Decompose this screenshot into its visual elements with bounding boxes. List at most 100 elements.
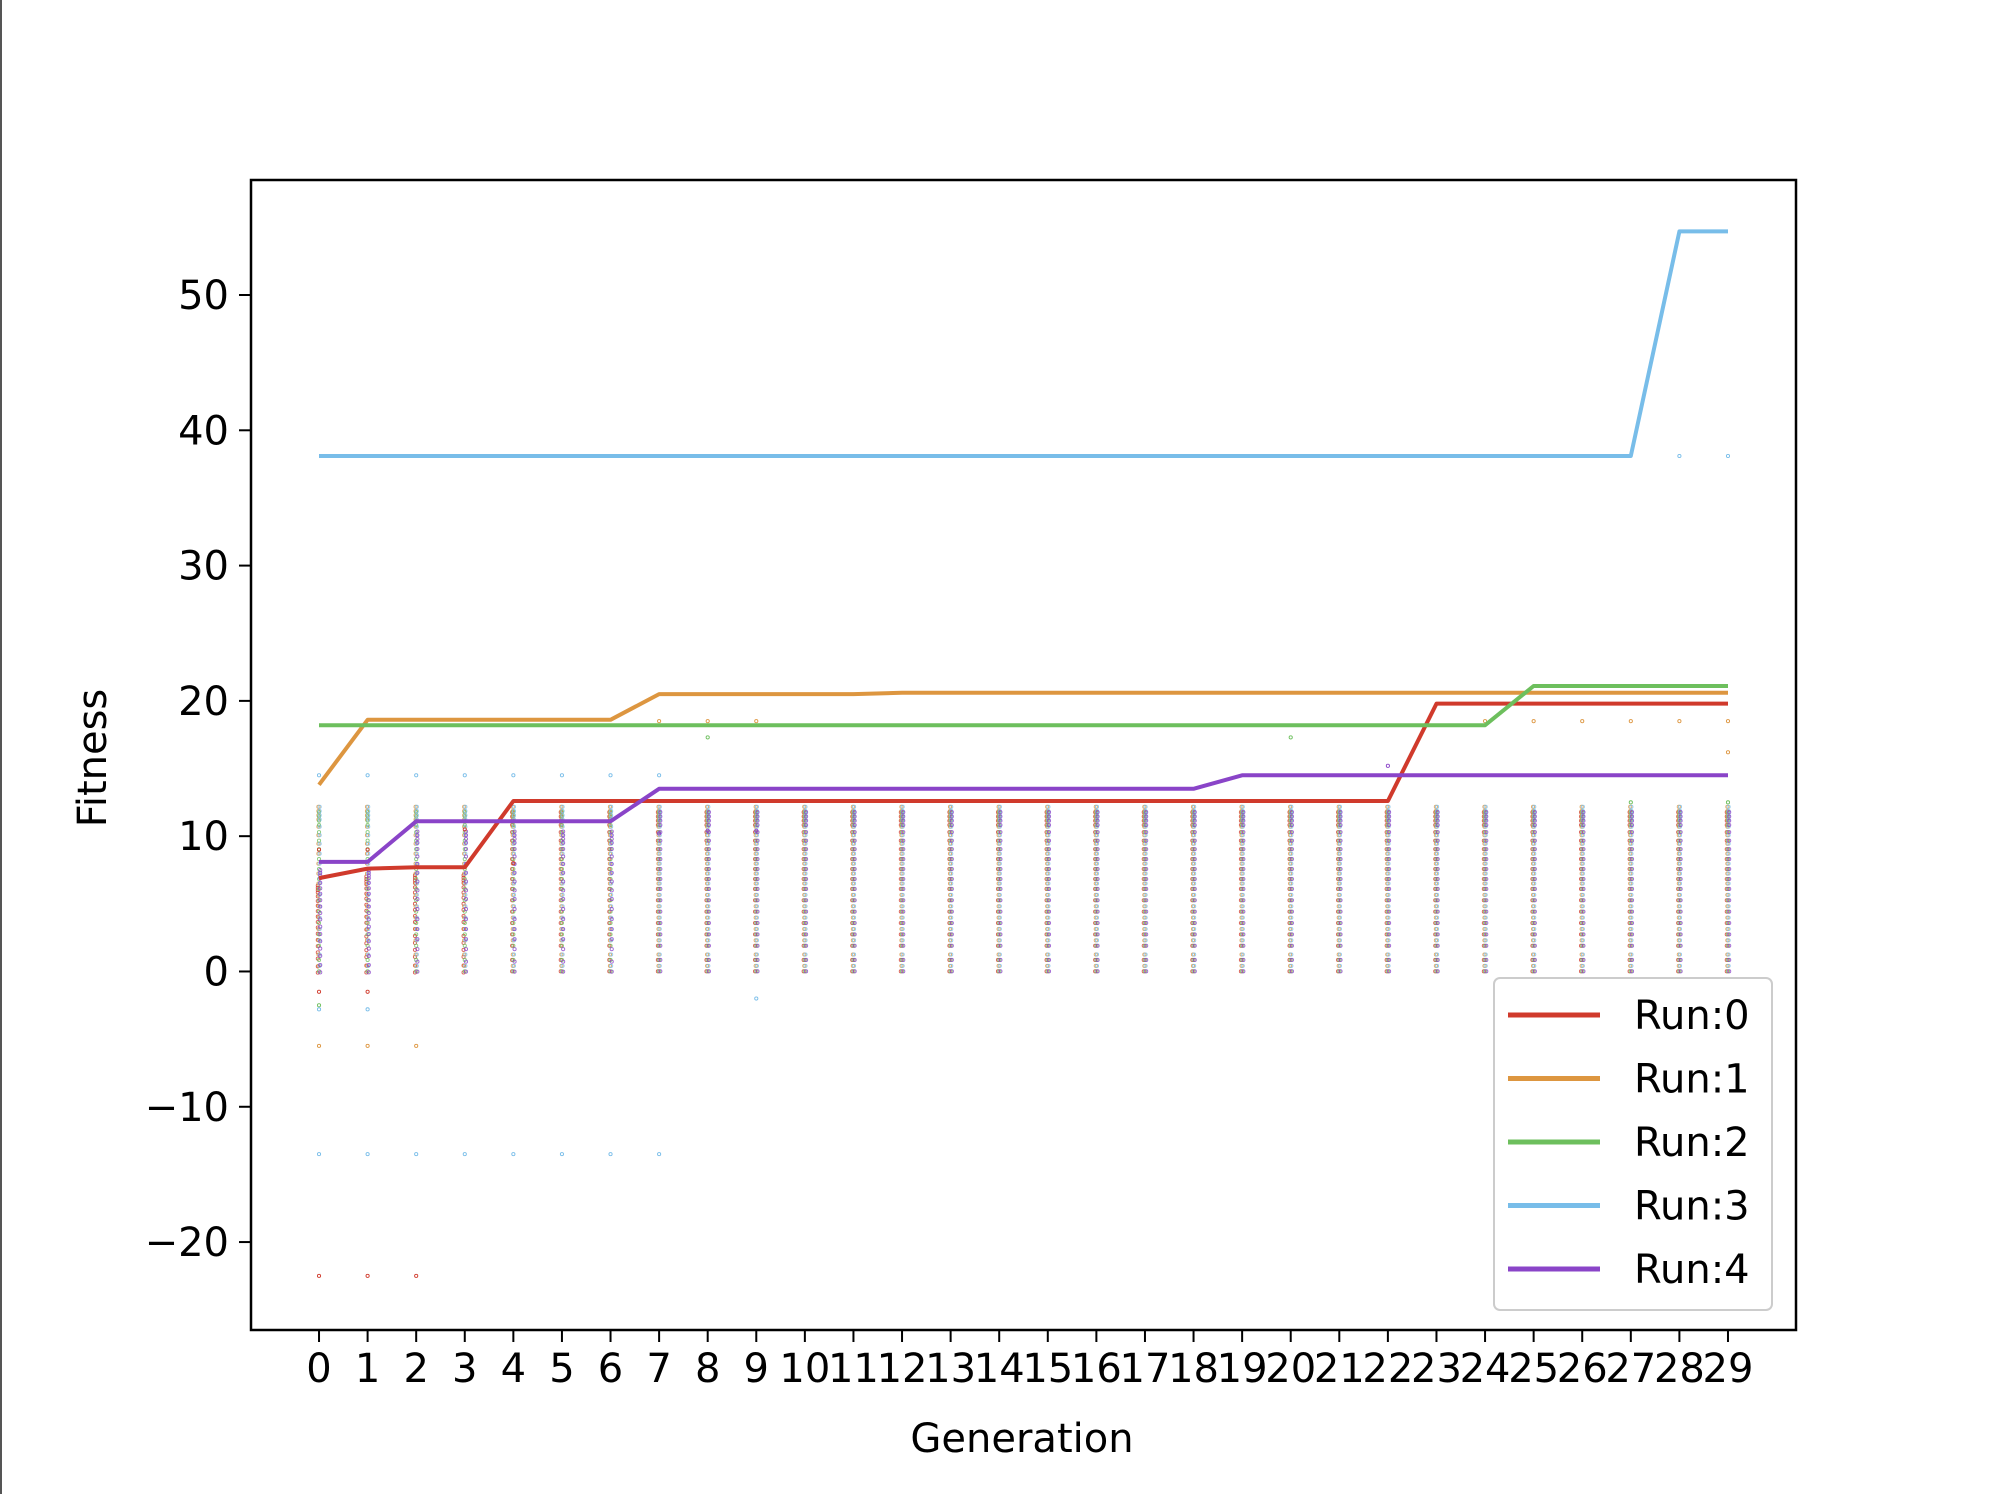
population-dot [1629, 898, 1635, 903]
population-dot [1289, 810, 1294, 815]
population-dot [1581, 838, 1586, 843]
population-dot [1046, 876, 1052, 882]
population-dot [1192, 881, 1197, 886]
population-dot [463, 937, 469, 942]
population-dot [1629, 847, 1635, 852]
population-dot [1386, 952, 1391, 957]
population-dot [1338, 847, 1343, 852]
population-dot [462, 773, 467, 778]
population-dot [1727, 818, 1732, 823]
population-dot [463, 892, 468, 897]
population-dot [706, 932, 711, 937]
population-dot [1046, 822, 1052, 828]
series-line-run-1 [317, 690, 1728, 786]
population-dot [318, 946, 323, 951]
population-dot [366, 917, 371, 922]
population-dot [1532, 938, 1537, 943]
population-dot [1192, 952, 1197, 957]
population-dot [463, 917, 469, 922]
population-dot [852, 822, 857, 828]
population-dot [754, 952, 759, 957]
population-dot [1483, 915, 1488, 920]
x-tick-label: 8 [695, 1346, 720, 1392]
population-dot [706, 920, 711, 926]
population-dot [755, 920, 760, 926]
population-dot [561, 959, 566, 964]
population-dot [318, 953, 323, 958]
population-dot [1386, 904, 1391, 909]
population-dot [463, 809, 468, 814]
population-dot [1629, 830, 1635, 835]
population-dot [804, 814, 809, 819]
population-dot [561, 840, 566, 845]
population-dot [1192, 886, 1197, 891]
population-dot [754, 892, 759, 897]
population-dot [1240, 804, 1245, 809]
population-dot [1677, 881, 1683, 886]
population-dot [1046, 920, 1052, 926]
population-dot [1387, 857, 1392, 862]
population-dot [560, 809, 565, 814]
population-dot [415, 836, 420, 842]
population-dot [755, 876, 760, 882]
population-dot [1289, 963, 1294, 968]
population-dot [463, 804, 468, 809]
population-dot [657, 861, 662, 866]
population-dot [657, 851, 662, 856]
population-dot [511, 920, 516, 926]
x-tick-label: 28 [1654, 1346, 1705, 1392]
population-dot [1094, 871, 1100, 876]
population-dot [1337, 926, 1342, 932]
population-dot [1387, 909, 1392, 914]
population-dot [1289, 851, 1294, 856]
population-dot [852, 963, 857, 968]
population-dot [560, 813, 565, 818]
population-dot [317, 804, 322, 809]
population-dot [366, 841, 371, 846]
population-dot [949, 943, 954, 948]
population-dot [804, 943, 809, 948]
population-dot [463, 947, 469, 952]
population-dot [1532, 838, 1537, 843]
population-dot [512, 840, 517, 845]
population-dot [511, 932, 516, 937]
population-dot [1629, 909, 1635, 914]
population-dot [1532, 969, 1537, 974]
population-dot [1289, 932, 1294, 937]
population-dot [997, 926, 1002, 932]
population-dot [1435, 915, 1440, 920]
population-dot [997, 963, 1002, 968]
population-dot [1484, 943, 1489, 948]
population-dot [949, 814, 954, 819]
population-dot [414, 804, 419, 809]
population-dot [1192, 810, 1197, 815]
population-dot [755, 810, 760, 815]
population-dot [1629, 810, 1635, 815]
population-dot [1289, 952, 1294, 957]
population-dot [415, 927, 420, 932]
population-dot [1677, 892, 1683, 897]
legend-label-run-4: Run:4 [1634, 1247, 1750, 1293]
population-dot [1289, 915, 1294, 920]
population-dot [1144, 909, 1149, 914]
population-dot [1484, 957, 1489, 963]
population-dot [949, 857, 954, 862]
x-tick-label: 21 [1314, 1346, 1365, 1392]
population-dot [318, 886, 323, 891]
population-dot [658, 810, 663, 815]
population-dot [706, 810, 711, 815]
population-dot [366, 926, 371, 932]
x-tick-label: 10 [779, 1346, 830, 1392]
population-dot [1629, 876, 1635, 882]
population-dot [1046, 969, 1052, 974]
population-dot [754, 719, 759, 724]
population-dot [1192, 892, 1197, 897]
population-dot [1144, 943, 1149, 948]
population-dot [316, 989, 322, 994]
population-dot [1532, 822, 1537, 828]
population-dot [804, 838, 809, 843]
population-dot [754, 861, 759, 866]
population-dot [804, 909, 809, 914]
population-dot [803, 804, 808, 809]
population-dot [415, 907, 420, 912]
